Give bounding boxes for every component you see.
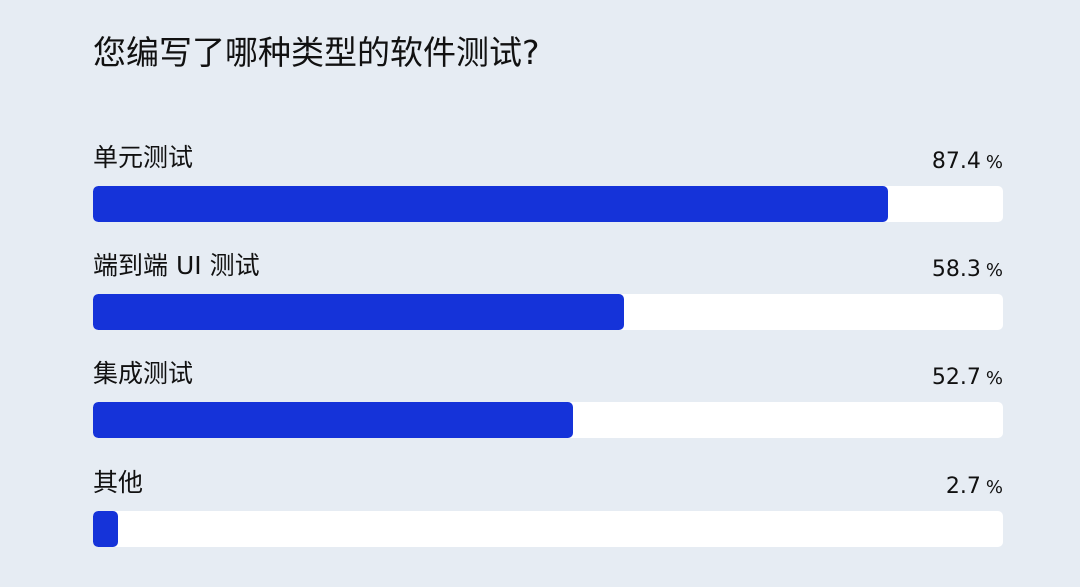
bar-value-label: 87.4% [932,145,1003,180]
bar-unit: % [985,260,1003,281]
bar-value-label: 52.7% [932,361,1003,396]
bar [93,511,118,547]
bar-value: 2.7 [945,474,981,499]
bar-track [93,186,1003,222]
bar-track [93,294,1003,330]
bar-label: 其他 [93,468,144,497]
bar [93,402,573,438]
bar-unit: % [985,368,1003,389]
bar-unit: % [985,152,1003,173]
bar-value: 87.4 [931,149,981,174]
bar-value: 58.3 [931,257,981,282]
bar-label: 单元测试 [93,143,194,172]
bar-track [93,511,1003,547]
bar-unit: % [985,477,1003,498]
bar-label: 端到端 UI 测试 [93,251,260,280]
bar-track [93,402,1003,438]
bar-value-label: 58.3% [932,253,1003,288]
bar-value: 52.7 [931,365,981,390]
chart-title: 您编写了哪种类型的软件测试? [93,33,540,72]
bar [93,186,889,222]
bar-value-label: 2.7% [946,470,1003,505]
bar-label: 集成测试 [93,359,194,388]
bar [93,294,624,330]
